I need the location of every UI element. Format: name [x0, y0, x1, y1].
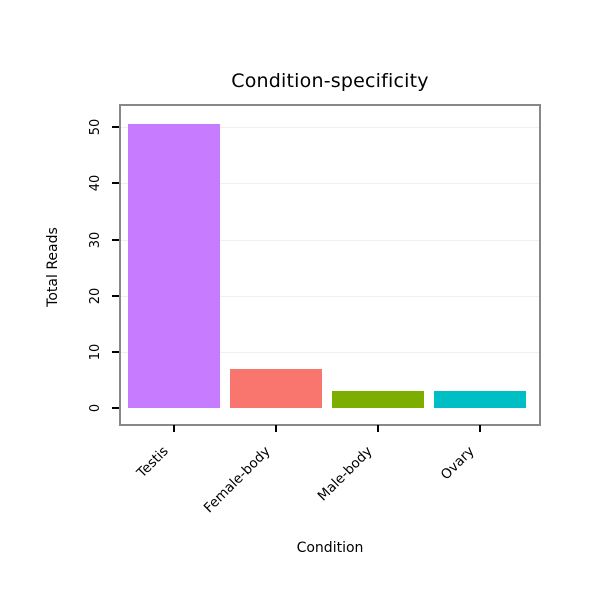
- y-tick-mark: [112, 182, 119, 185]
- gridline: [121, 351, 539, 353]
- x-tick-mark: [173, 425, 175, 432]
- y-axis-title: Total Reads: [45, 227, 61, 307]
- chart-title: Condition-specificity: [231, 70, 429, 92]
- x-axis-title: Condition: [296, 540, 364, 556]
- x-tick-mark: [479, 425, 481, 432]
- gridline: [121, 295, 539, 297]
- y-tick-label: 50: [87, 118, 103, 136]
- y-tick-label: 20: [87, 287, 103, 304]
- bar-female-body: [230, 368, 322, 408]
- y-tick-mark: [112, 294, 119, 297]
- y-tick-label: 40: [87, 175, 103, 192]
- x-tick-mark: [275, 425, 277, 432]
- y-tick-label: 30: [87, 231, 103, 248]
- y-tick-mark: [112, 238, 119, 241]
- y-tick-mark: [112, 126, 119, 129]
- gridline: [121, 127, 539, 129]
- gridline: [121, 183, 539, 185]
- y-tick-mark: [112, 407, 119, 409]
- bar-male-body: [332, 391, 424, 408]
- x-tick-mark: [377, 425, 379, 432]
- gridline: [121, 239, 539, 241]
- y-tick-label: 10: [87, 343, 103, 361]
- y-tick-mark: [112, 350, 119, 353]
- y-tick-label: 0: [87, 403, 103, 413]
- bar-ovary: [434, 391, 526, 408]
- bar-testis: [128, 124, 220, 408]
